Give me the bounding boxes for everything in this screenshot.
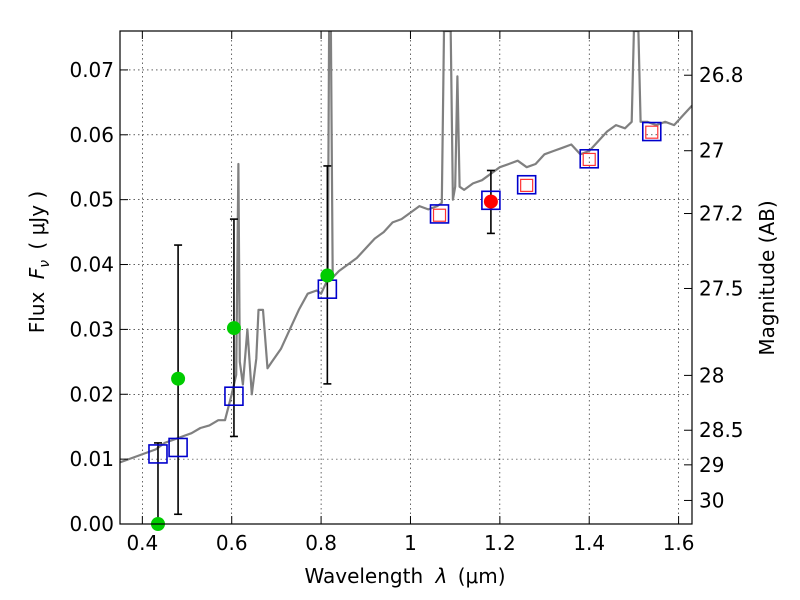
y2-axis-ticks: 26.8 27 27.2 27.5 28 28.5 29 30	[684, 63, 744, 512]
x-tick-label: 1	[404, 531, 417, 555]
x-tick-label: 0.6	[216, 531, 248, 555]
y2-tick-label: 28	[699, 363, 724, 387]
error-bars	[153, 165, 495, 525]
model-photometry-square	[481, 190, 501, 211]
plot-frame	[119, 30, 693, 525]
upper-limit-square	[432, 208, 447, 222]
y-tick-label: 0.01	[69, 447, 114, 471]
upper-limit-square	[520, 178, 534, 192]
y2-tick-label: 29	[699, 453, 724, 477]
markers	[148, 121, 662, 531]
y2-tick-label: 27.2	[699, 202, 744, 226]
x-tick-label: 1.4	[573, 531, 605, 555]
x-tick-label: 0.8	[305, 531, 337, 555]
y-tick-label: 0.04	[69, 253, 114, 277]
model-photometry-square	[641, 121, 662, 142]
y2-tick-label: 27	[699, 139, 724, 163]
y-tick-label: 0.05	[69, 188, 114, 212]
x-tick-label: 1.2	[484, 531, 516, 555]
x-axis-title: Wavelength λ (μm)	[304, 564, 505, 588]
plot-border	[119, 30, 693, 525]
y-tick-label: 0.02	[69, 382, 114, 406]
y-tick-label: 0.07	[69, 58, 114, 82]
model-photometry-square	[224, 386, 244, 407]
y2-axis-title: Magnitude (AB)	[755, 200, 779, 355]
y-axis-ticks: 0.00 0.01 0.02 0.03 0.04 0.05 0.06 0.07	[69, 58, 128, 536]
model-photometry-square	[516, 174, 537, 195]
y2-tick-label: 28.5	[699, 418, 744, 442]
upper-limit-square	[645, 125, 659, 139]
y-tick-label: 0.00	[69, 512, 114, 536]
model-photometry-square	[429, 204, 450, 224]
x-axis-ticks: 0.4 0.6 0.8 1 1.2 1.4 1.6	[126, 31, 695, 555]
grid-lines	[120, 31, 692, 525]
upper-limit-square	[582, 152, 596, 167]
x-tick-label: 0.4	[126, 531, 158, 555]
data-point	[320, 268, 335, 283]
x-tick-label: 1.6	[663, 531, 695, 555]
sed-line-series	[120, 31, 692, 464]
data-point	[171, 371, 186, 386]
model-photometry-square	[579, 148, 600, 169]
model-photometry-square	[168, 437, 188, 458]
model-photometry-square	[148, 444, 168, 464]
sed-line	[120, 31, 692, 464]
y-axis-title: Flux Fν ( μJy )	[25, 191, 54, 333]
data-point	[483, 194, 498, 209]
y2-tick-label: 30	[699, 488, 724, 512]
y-tick-label: 0.06	[69, 123, 114, 147]
data-point	[226, 321, 241, 336]
y2-tick-label: 27.5	[699, 276, 744, 300]
y-tick-label: 0.03	[69, 317, 114, 341]
y2-tick-label: 26.8	[699, 63, 744, 87]
